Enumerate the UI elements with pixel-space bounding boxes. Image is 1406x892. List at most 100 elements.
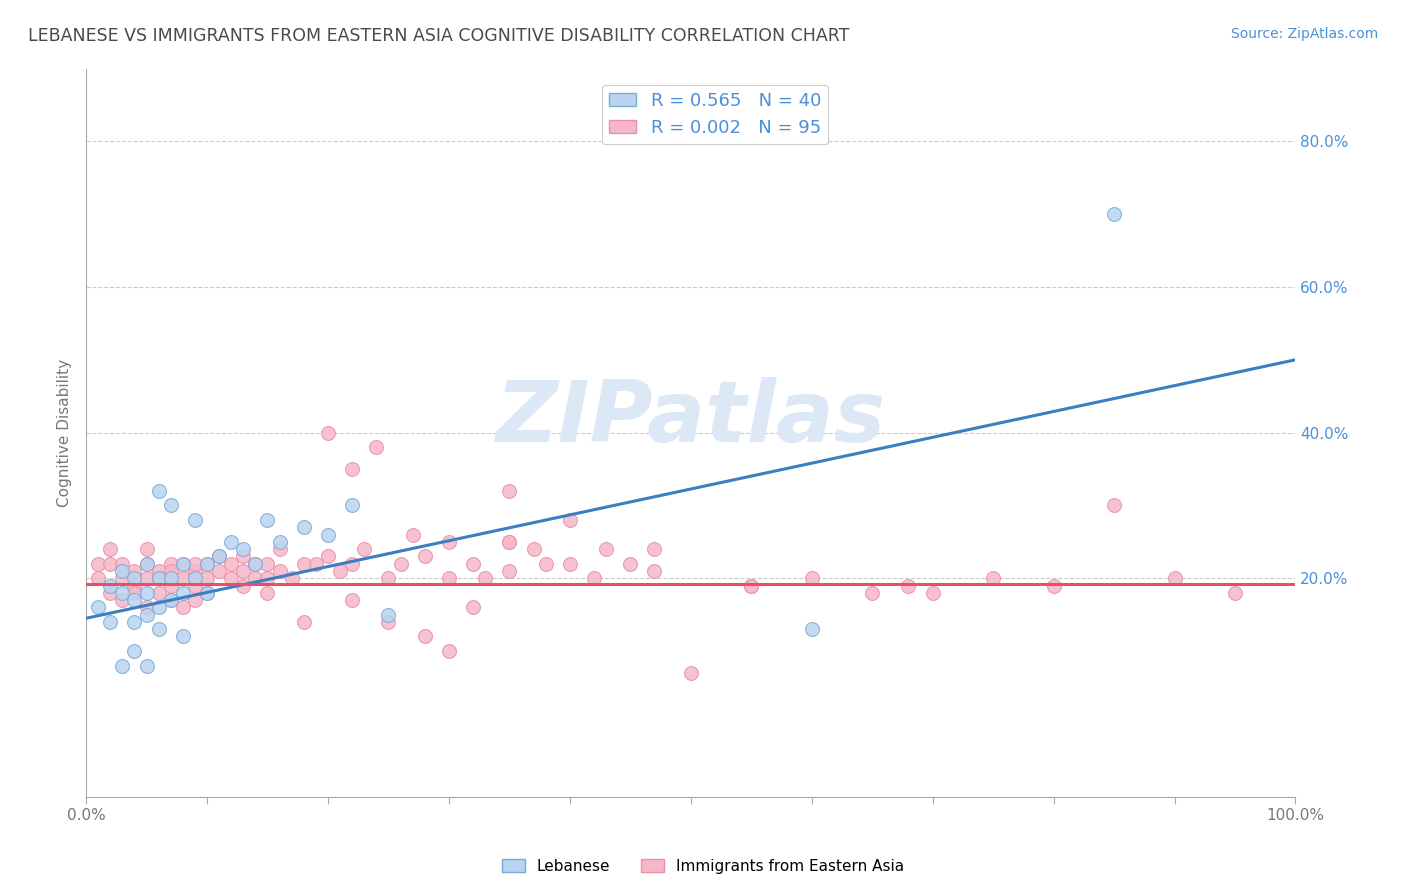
Point xyxy=(245,557,267,571)
Point xyxy=(679,665,702,680)
Point xyxy=(534,557,557,571)
Point xyxy=(111,586,134,600)
Point xyxy=(498,564,520,578)
Point xyxy=(135,600,157,615)
Point xyxy=(87,600,110,615)
Point xyxy=(172,630,194,644)
Point xyxy=(135,586,157,600)
Point xyxy=(1102,207,1125,221)
Point xyxy=(172,557,194,571)
Point xyxy=(1102,499,1125,513)
Legend: Lebanese, Immigrants from Eastern Asia: Lebanese, Immigrants from Eastern Asia xyxy=(496,853,910,880)
Y-axis label: Cognitive Disability: Cognitive Disability xyxy=(58,359,72,507)
Point xyxy=(800,571,823,585)
Point xyxy=(135,571,157,585)
Point xyxy=(461,557,484,571)
Point xyxy=(208,564,231,578)
Point xyxy=(195,586,218,600)
Point xyxy=(292,520,315,534)
Point xyxy=(219,557,242,571)
Text: ZIPatlas: ZIPatlas xyxy=(496,376,886,459)
Point xyxy=(595,542,617,557)
Point xyxy=(256,571,278,585)
Point xyxy=(340,499,363,513)
Point xyxy=(195,557,218,571)
Point xyxy=(172,571,194,585)
Point xyxy=(148,600,170,615)
Point xyxy=(280,571,302,585)
Point xyxy=(377,571,399,585)
Point xyxy=(135,557,157,571)
Point xyxy=(184,571,207,585)
Point xyxy=(159,499,181,513)
Point xyxy=(148,622,170,636)
Point xyxy=(111,557,134,571)
Point xyxy=(184,513,207,527)
Point xyxy=(232,578,254,592)
Point xyxy=(643,542,665,557)
Point xyxy=(269,564,291,578)
Point xyxy=(98,586,121,600)
Point xyxy=(172,557,194,571)
Legend: R = 0.565   N = 40, R = 0.002   N = 95: R = 0.565 N = 40, R = 0.002 N = 95 xyxy=(602,85,828,145)
Point xyxy=(184,564,207,578)
Point xyxy=(159,593,181,607)
Point xyxy=(159,571,181,585)
Point xyxy=(124,564,146,578)
Point xyxy=(195,557,218,571)
Point xyxy=(219,571,242,585)
Point xyxy=(377,607,399,622)
Point xyxy=(159,593,181,607)
Point xyxy=(159,578,181,592)
Point xyxy=(389,557,412,571)
Point xyxy=(98,615,121,629)
Point xyxy=(124,571,146,585)
Point xyxy=(124,615,146,629)
Point xyxy=(124,644,146,658)
Point xyxy=(860,586,883,600)
Point xyxy=(353,542,375,557)
Point xyxy=(1042,578,1064,592)
Point xyxy=(111,564,134,578)
Point xyxy=(256,586,278,600)
Point xyxy=(437,571,460,585)
Point xyxy=(800,622,823,636)
Point xyxy=(219,534,242,549)
Point xyxy=(232,564,254,578)
Point xyxy=(159,557,181,571)
Point xyxy=(98,542,121,557)
Point xyxy=(292,615,315,629)
Point xyxy=(558,513,581,527)
Point xyxy=(981,571,1004,585)
Point xyxy=(195,571,218,585)
Point xyxy=(245,557,267,571)
Point xyxy=(87,571,110,585)
Point xyxy=(340,462,363,476)
Point xyxy=(619,557,641,571)
Point xyxy=(305,557,328,571)
Point xyxy=(124,593,146,607)
Point xyxy=(232,542,254,557)
Point xyxy=(329,564,352,578)
Point xyxy=(921,586,943,600)
Point xyxy=(184,578,207,592)
Point xyxy=(245,571,267,585)
Point xyxy=(148,571,170,585)
Point xyxy=(498,483,520,498)
Point xyxy=(256,557,278,571)
Point xyxy=(135,658,157,673)
Point xyxy=(172,600,194,615)
Point xyxy=(124,578,146,592)
Point xyxy=(184,557,207,571)
Point xyxy=(582,571,605,585)
Point xyxy=(195,586,218,600)
Point xyxy=(401,527,423,541)
Point xyxy=(461,600,484,615)
Point xyxy=(184,593,207,607)
Point xyxy=(498,534,520,549)
Point xyxy=(316,527,339,541)
Point xyxy=(87,557,110,571)
Point xyxy=(111,593,134,607)
Point xyxy=(522,542,544,557)
Point xyxy=(148,483,170,498)
